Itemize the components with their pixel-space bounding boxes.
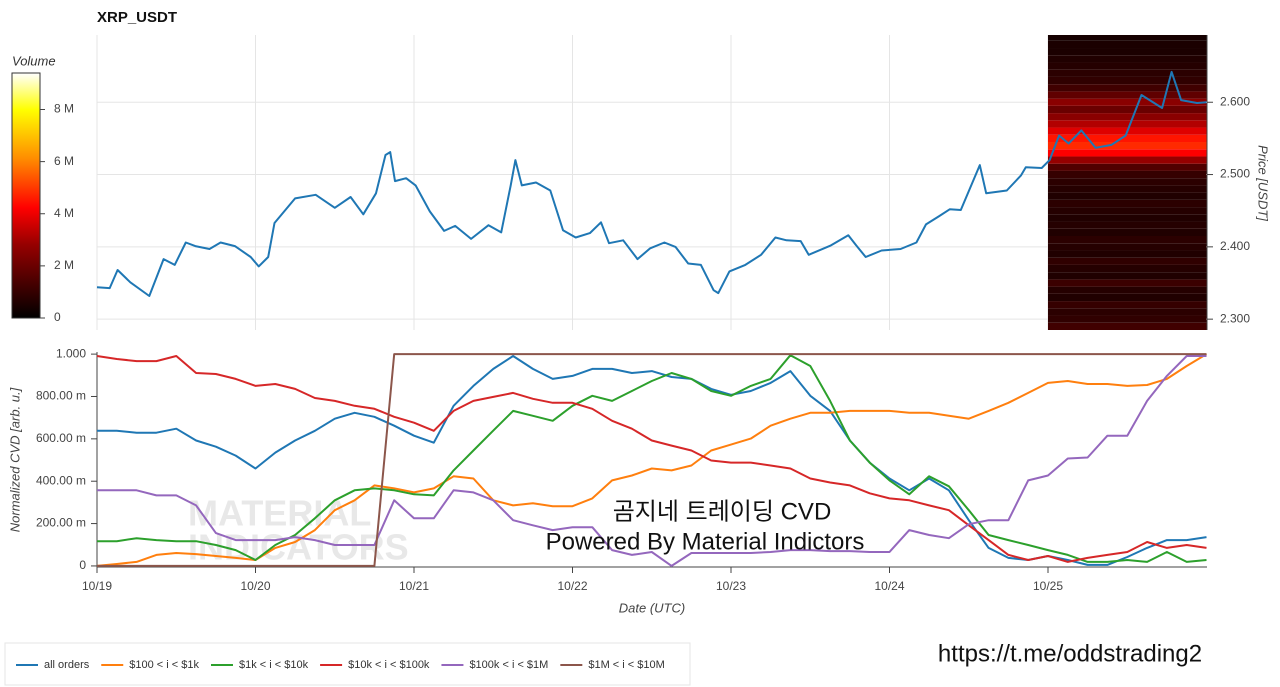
y-tick-label: 0	[79, 558, 86, 572]
legend-label: $10k < i < $100k	[348, 659, 430, 671]
x-tick-label: 10/21	[399, 579, 429, 593]
heatmap-cell	[1048, 84, 1207, 92]
heatmap-cell	[1048, 62, 1207, 70]
heatmap-cell	[1048, 98, 1207, 106]
x-axis-label: Date (UTC)	[619, 600, 685, 615]
y-tick-label: 1.000	[56, 346, 86, 360]
heatmap-cell	[1048, 207, 1207, 215]
legend-label: $1M < i < $10M	[588, 659, 664, 671]
heatmap-cell	[1048, 236, 1207, 244]
colorbar	[11, 72, 41, 319]
heatmap-cell	[1048, 113, 1207, 121]
x-tick-label: 10/22	[557, 579, 587, 593]
heatmap-cell	[1048, 185, 1207, 193]
overlay-text: Powered By Material Indictors	[546, 528, 865, 555]
y-tick-label: 800.00 m	[36, 389, 86, 403]
heatmap-cell	[1048, 35, 1207, 41]
heatmap-cell	[1048, 214, 1207, 222]
heatmap-cell	[1048, 243, 1207, 251]
heatmap-cell	[1048, 76, 1207, 85]
y-tick-label: 200.00 m	[36, 516, 86, 530]
x-tick-label: 10/19	[82, 579, 112, 593]
heatmap-cell	[1048, 228, 1207, 237]
y-axis-label: Price [USDT]	[1256, 145, 1271, 221]
y-tick-label: 2.500	[1220, 167, 1250, 181]
colorbar-tick-label: 4 M	[54, 206, 74, 220]
colorbar-tick-label: 0	[54, 310, 61, 324]
heatmap-cell	[1048, 163, 1207, 171]
watermark: MATERIAL	[188, 493, 371, 534]
heatmap-cell	[1048, 40, 1207, 49]
heatmap-cell	[1048, 48, 1207, 56]
heatmap-cell	[1048, 192, 1207, 200]
x-tick-label: 10/24	[874, 579, 904, 593]
legend-label: $1k < i < $10k	[239, 659, 309, 671]
heatmap-cell	[1048, 142, 1207, 150]
y-tick-label: 600.00 m	[36, 431, 86, 445]
x-tick-label: 10/25	[1033, 579, 1063, 593]
heatmap-cell	[1048, 156, 1207, 164]
y-tick-label: 2.400	[1220, 239, 1250, 253]
line	[96, 353, 1208, 567]
heatmap-cell	[1048, 279, 1207, 287]
heatmap-cell	[1048, 322, 1207, 330]
heatmap-cell	[1048, 149, 1207, 157]
heatmap-cell	[1048, 301, 1207, 309]
legend-label: $100k < i < $1M	[469, 659, 548, 671]
x-tick-label: 10/23	[716, 579, 746, 593]
heatmap-cell	[1048, 120, 1207, 128]
heatmap-cell	[1048, 250, 1207, 258]
heatmap-cell	[1048, 221, 1207, 229]
line	[97, 354, 1207, 563]
colorbar-tick-label: 8 M	[54, 102, 74, 116]
heatmap-cell	[1048, 257, 1207, 265]
legend-label: $100 < i < $1k	[129, 659, 199, 671]
chart-title: XRP_USDT	[97, 9, 177, 26]
heatmap-cell	[1048, 170, 1207, 179]
heatmap-cell	[1048, 308, 1207, 316]
heatmap-cell	[1048, 178, 1207, 186]
heatmap-cell	[1048, 134, 1207, 143]
heatmap-cell	[1048, 69, 1207, 77]
line	[96, 355, 1207, 563]
y-axis-label: Normalized CVD [arb. u.]	[7, 387, 22, 532]
heatmap-cell	[1048, 286, 1207, 294]
colorbar-title: Volume	[12, 53, 56, 68]
overlay-text: 곰지네 트레이딩 CVD	[613, 498, 832, 525]
link-text: https://t.me/oddstrading2	[938, 640, 1202, 667]
line	[97, 353, 1207, 567]
line	[96, 70, 1207, 297]
heatmap-cell	[1048, 315, 1207, 323]
heatmap-cell	[1048, 264, 1207, 273]
y-tick-label: 2.300	[1220, 311, 1250, 325]
colorbar-tick-label: 6 M	[54, 154, 74, 168]
y-tick-label: 400.00 m	[36, 473, 86, 487]
colorbar-tick-label: 2 M	[54, 258, 74, 272]
legend-label: all orders	[44, 659, 90, 671]
heatmap-cell	[1048, 105, 1207, 114]
heatmap-cell	[1048, 55, 1207, 63]
heatmap-cell	[1048, 293, 1207, 302]
x-tick-label: 10/20	[240, 579, 270, 593]
heatmap-cell	[1048, 272, 1207, 280]
y-tick-label: 2.600	[1220, 94, 1250, 108]
heatmap-cell	[1048, 91, 1207, 99]
line	[97, 355, 1207, 567]
heatmap-cell	[1048, 199, 1207, 208]
